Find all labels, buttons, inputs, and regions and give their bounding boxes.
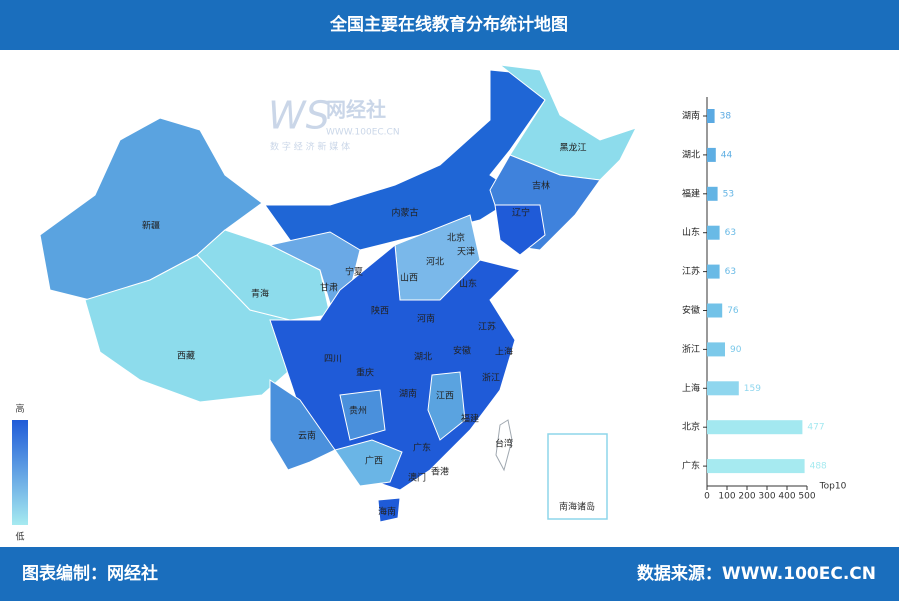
footer-bar bbox=[0, 547, 899, 601]
y-tick-label: 湖南 bbox=[682, 110, 700, 122]
legend-high: 高 bbox=[15, 403, 24, 415]
province-label: 河北 bbox=[426, 256, 444, 268]
province-label: 陕西 bbox=[371, 305, 389, 317]
footer-left: 图表编制：网经社 bbox=[22, 563, 158, 584]
title: 全国主要在线教育分布统计地图 bbox=[329, 14, 568, 35]
map bbox=[39, 64, 637, 523]
region bbox=[334, 439, 403, 487]
value-label: 63 bbox=[725, 228, 736, 238]
province-label: 内蒙古 bbox=[391, 207, 418, 219]
province-label: 香港 bbox=[431, 466, 449, 478]
y-tick-label: 浙江 bbox=[682, 343, 700, 355]
y-tick-label: 北京 bbox=[682, 421, 700, 433]
legend-gradient bbox=[12, 420, 28, 525]
province-label: 青海 bbox=[251, 288, 269, 300]
value-label: 63 bbox=[725, 267, 736, 277]
bar bbox=[707, 186, 718, 201]
y-tick-label: 湖北 bbox=[682, 149, 700, 160]
x-tick-label: 100 bbox=[718, 492, 735, 502]
province-label: 广东 bbox=[413, 442, 431, 454]
bar bbox=[707, 225, 720, 240]
province-label: 山东 bbox=[459, 278, 477, 290]
value-label: 159 bbox=[744, 384, 761, 394]
watermark-name: 网经社 bbox=[326, 98, 386, 122]
province-label: 山西 bbox=[400, 273, 418, 284]
province-label: 福建 bbox=[461, 413, 479, 425]
y-tick-label: 广东 bbox=[682, 460, 700, 472]
province-label: 黑龙江 bbox=[559, 142, 586, 154]
footer-right: 数据来源：WWW.100EC.CN bbox=[637, 563, 876, 584]
region bbox=[494, 204, 546, 256]
region bbox=[269, 244, 521, 491]
province-label: 湖南 bbox=[399, 388, 417, 400]
province-label: 上海 bbox=[495, 346, 513, 358]
x-tick-label: 200 bbox=[738, 492, 755, 502]
value-label: 76 bbox=[727, 306, 739, 316]
value-label: 38 bbox=[720, 112, 732, 122]
province-label: 湖北 bbox=[414, 352, 432, 363]
value-label: 53 bbox=[723, 189, 734, 199]
province-label: 天津 bbox=[457, 247, 475, 258]
x-tick-label: 500 bbox=[798, 492, 815, 502]
province-label: 吉林 bbox=[532, 180, 550, 192]
region bbox=[498, 64, 637, 181]
value-label: 477 bbox=[807, 423, 824, 433]
bar bbox=[707, 381, 739, 396]
bar bbox=[707, 420, 803, 435]
province-label: 台湾 bbox=[495, 438, 513, 450]
province-label: 宁夏 bbox=[345, 266, 363, 278]
province-label: 重庆 bbox=[356, 367, 374, 379]
y-tick-label: 山东 bbox=[682, 226, 700, 238]
province-label: 新疆 bbox=[142, 220, 160, 232]
province-label: 甘肃 bbox=[320, 282, 338, 294]
province-label: 海南 bbox=[378, 506, 396, 518]
y-tick-label: 安徽 bbox=[682, 304, 700, 316]
bar bbox=[707, 342, 725, 357]
value-label: 488 bbox=[810, 462, 827, 472]
bar bbox=[707, 459, 805, 474]
legend-low: 低 bbox=[15, 531, 24, 543]
province-label: 云南 bbox=[298, 430, 316, 442]
watermark-url: WWW.100EC.CN bbox=[326, 128, 400, 138]
province-label: 西藏 bbox=[177, 350, 195, 362]
province-label: 辽宁 bbox=[512, 207, 530, 219]
bar bbox=[707, 109, 715, 123]
region bbox=[495, 419, 513, 472]
x-tick-label: 300 bbox=[758, 492, 775, 502]
watermark: WS 网经社 WWW.100EC.CN 数 字 经 济 新 媒 体 bbox=[268, 94, 400, 153]
bar bbox=[707, 147, 716, 162]
watermark-tagline: 数 字 经 济 新 媒 体 bbox=[270, 141, 350, 153]
x-axis-label: Top10 bbox=[819, 482, 847, 492]
region bbox=[377, 497, 401, 523]
inset-frame bbox=[547, 433, 608, 520]
region bbox=[427, 371, 466, 441]
province-label: 浙江 bbox=[482, 372, 500, 384]
bar bbox=[707, 303, 723, 318]
inset-label: 南海诸岛 bbox=[559, 501, 595, 513]
y-tick-label: 上海 bbox=[682, 382, 700, 394]
province-label: 北京 bbox=[447, 232, 465, 244]
region bbox=[339, 389, 386, 441]
province-label: 江西 bbox=[436, 391, 454, 402]
province-label: 江苏 bbox=[478, 321, 496, 333]
bar bbox=[707, 264, 720, 279]
province-label: 四川 bbox=[324, 355, 342, 365]
header-bar bbox=[0, 0, 899, 50]
region bbox=[196, 229, 331, 321]
province-label: 广西 bbox=[365, 455, 383, 467]
province-label: 安徽 bbox=[453, 345, 471, 357]
x-tick-label: 0 bbox=[704, 492, 710, 502]
value-label: 90 bbox=[730, 345, 742, 355]
province-label: 贵州 bbox=[349, 405, 367, 417]
watermark-mark: WS bbox=[268, 94, 330, 138]
y-tick-label: 福建 bbox=[682, 187, 700, 199]
value-label: 44 bbox=[721, 150, 733, 160]
province-label: 河南 bbox=[417, 313, 435, 325]
province-label: 澳门 bbox=[408, 472, 426, 484]
x-tick-label: 400 bbox=[778, 492, 795, 502]
y-tick-label: 江苏 bbox=[682, 265, 700, 277]
region bbox=[269, 379, 336, 471]
